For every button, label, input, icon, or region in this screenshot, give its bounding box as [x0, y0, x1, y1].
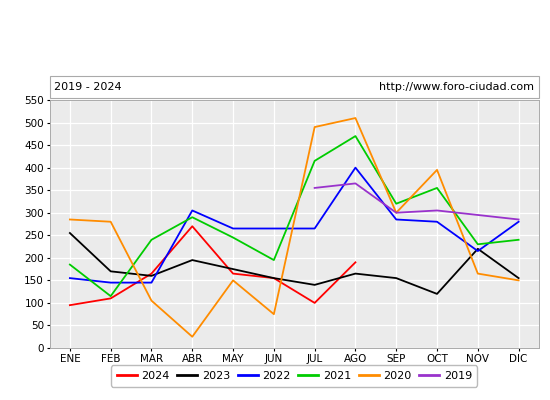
Text: Evolucion Nº Turistas Nacionales en el municipio de Catí: Evolucion Nº Turistas Nacionales en el m… [42, 50, 508, 66]
Legend: 2024, 2023, 2022, 2021, 2020, 2019: 2024, 2023, 2022, 2021, 2020, 2019 [111, 366, 477, 386]
Text: 2019 - 2024: 2019 - 2024 [54, 82, 122, 92]
Text: http://www.foro-ciudad.com: http://www.foro-ciudad.com [379, 82, 534, 92]
